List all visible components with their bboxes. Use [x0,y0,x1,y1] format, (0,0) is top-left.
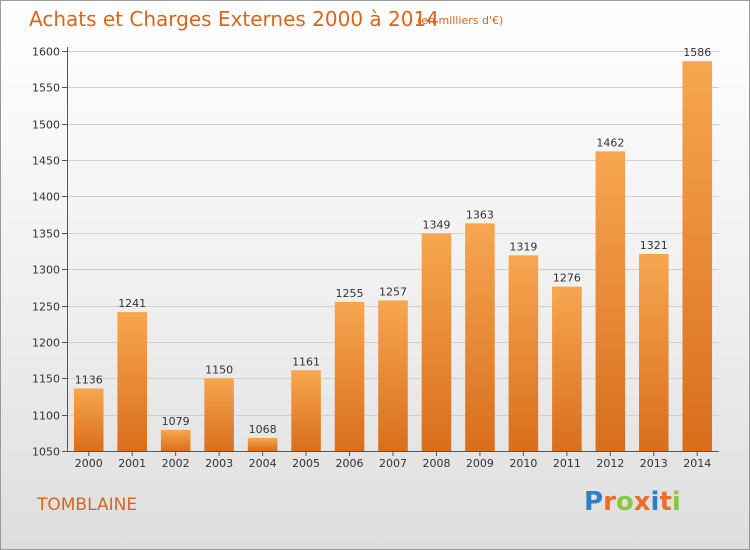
data-label-2011: 1276 [553,272,581,285]
bar-2003 [204,378,234,451]
bar-2009 [465,223,495,451]
logo-letter: i [650,487,660,517]
x-tick-label-2014: 2014 [683,457,711,470]
logo-letter: x [633,487,651,517]
y-tick-label: 1600 [32,46,60,59]
bar-2011 [552,286,582,451]
data-label-2000: 1136 [75,373,103,386]
x-tick-label-2004: 2004 [249,457,277,470]
data-label-2009: 1363 [466,208,494,221]
x-tick-label-2002: 2002 [162,457,190,470]
y-tick-label: 1450 [32,155,60,168]
chart-title: Achats et Charges Externes 2000 à 2014 [29,7,439,31]
data-label-2007: 1257 [379,285,407,298]
bar-2012 [595,151,626,451]
y-tick-label: 1200 [32,337,60,350]
logo-letter: t [659,487,672,517]
bar-2004 [247,437,278,451]
data-label-2005: 1161 [292,355,320,368]
unit-note: (en milliers d'€) [417,14,504,27]
x-tick-label-2011: 2011 [553,457,581,470]
y-tick-label: 1300 [32,264,60,277]
bar-2014 [682,61,713,451]
x-tick-label-2010: 2010 [509,457,537,470]
bar-2007 [378,300,408,451]
data-label-2006: 1255 [336,287,364,300]
bar-2010 [508,255,539,451]
data-label-2010: 1319 [509,240,537,253]
commune-name: TOMBLAINE [37,495,138,515]
bar-2008 [421,233,452,451]
y-tick-label: 1400 [32,191,60,204]
x-tick-label-2009: 2009 [466,457,494,470]
bar-2005 [291,370,321,451]
data-label-2004: 1068 [249,423,277,436]
bar-2000 [73,388,104,451]
logo-letter: r [603,487,616,517]
x-tick-label-2005: 2005 [292,457,320,470]
x-tick-label-2013: 2013 [640,457,668,470]
data-label-2012: 1462 [596,136,624,149]
bar-2006 [334,301,365,451]
data-label-2003: 1150 [205,363,233,376]
x-tick-label-2003: 2003 [205,457,233,470]
x-tick-label-2007: 2007 [379,457,407,470]
x-tick-label-2012: 2012 [596,457,624,470]
data-label-2002: 1079 [162,415,190,428]
y-tick-label: 1050 [32,446,60,459]
proxiti-logo: Proxiti [584,487,681,519]
logo-letter: o [615,487,634,517]
x-tick-label-2008: 2008 [422,457,450,470]
x-tick-label-2001: 2001 [118,457,146,470]
y-tick-label: 1550 [32,82,60,95]
bar-2002 [160,429,191,451]
data-label-2014: 1586 [683,46,711,59]
y-tick-label: 1250 [32,301,60,314]
x-tick-label-2006: 2006 [336,457,364,470]
bar-2001 [117,312,147,451]
logo-letter: P [584,487,604,517]
data-label-2013: 1321 [640,239,668,252]
data-label-2001: 1241 [118,297,146,310]
x-tick-label-2000: 2000 [75,457,103,470]
y-tick-label: 1500 [32,119,60,132]
y-tick-label: 1350 [32,228,60,241]
logo-letter: i [671,487,681,517]
bar-2013 [639,253,669,451]
y-tick-label: 1150 [32,373,60,386]
data-label-2008: 1349 [422,219,450,232]
y-tick-label: 1100 [32,410,60,423]
